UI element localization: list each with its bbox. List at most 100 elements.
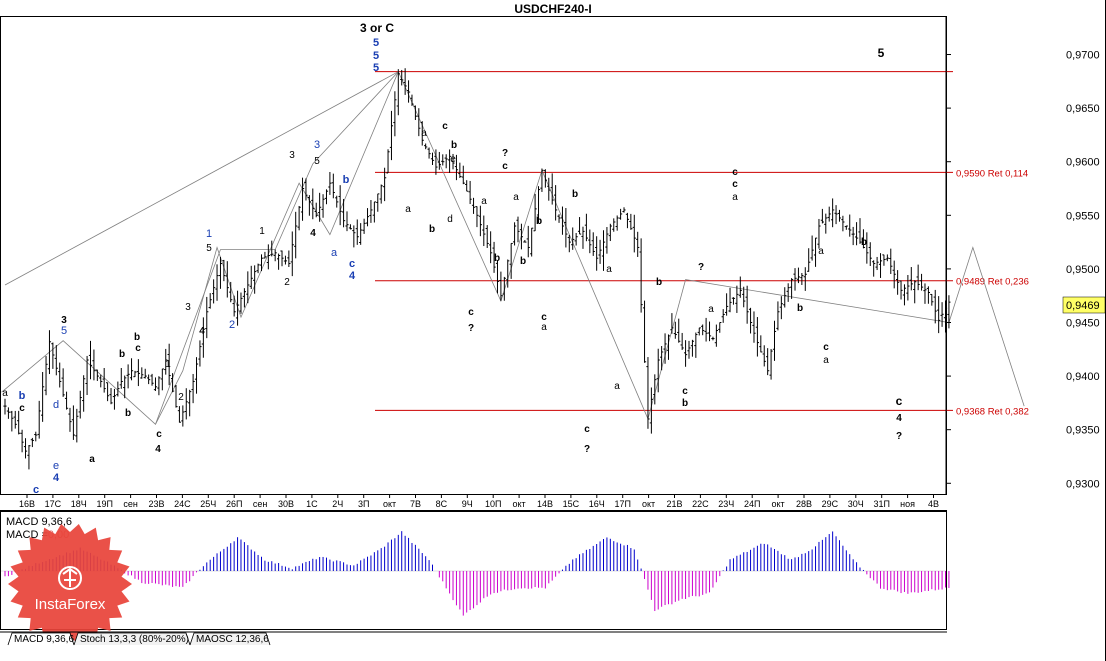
candle [892,260,896,289]
time-tick-label: 16Ч [589,499,605,509]
candle [868,242,872,267]
wave-label: c [584,424,590,435]
instaforex-watermark: InstaForex [8,524,132,645]
candle [451,153,455,170]
wave-label: 5 [373,37,379,49]
candle [660,346,664,371]
wave-label: b [797,303,803,314]
candle [933,289,937,324]
candle [913,280,917,304]
candle [718,321,722,333]
candle [831,198,835,228]
wave-label: c [135,343,141,354]
wave-label: c [442,121,448,132]
candle [735,285,739,313]
candle [75,408,79,443]
candle [683,340,688,367]
candle [492,241,496,273]
candle [379,184,383,204]
candle [403,68,407,95]
candle [277,253,281,270]
tab-stoch[interactable]: Stoch 13,3,3 (80%-20%) [73,632,191,646]
wave-label: 2 [178,392,184,403]
wave-label: a [421,128,427,139]
wave-label: b [19,390,26,402]
wave-label: 5 [314,156,320,167]
time-tick-label: 31П [873,499,889,509]
wave-label: 1 [259,226,265,237]
candle [906,274,910,301]
wave-label: 2 [284,277,290,288]
candle [742,286,746,308]
wave-label: e [450,154,456,165]
wave-label: c [732,179,738,190]
candle [687,340,691,359]
candle [324,189,329,205]
candle [666,334,671,360]
candle [410,94,414,106]
candle [201,317,205,358]
time-tick-label: 29С [822,499,839,509]
time-tick-label: 2Ч [332,499,343,509]
candle [574,232,578,246]
wave-label: b [572,189,578,200]
time-tick-label: 10П [485,499,501,509]
time-tick-label: ноя [900,499,915,509]
candle [796,267,801,284]
indicator-frame [0,511,947,630]
candle [294,211,298,259]
wave-label: d [447,214,453,225]
candle [95,369,99,381]
retracement-levels: 0,9590 Ret 0,114 0,9489 Ret 0,236 0,9368 R… [375,71,1029,417]
macd-value-prefix: MACD = [6,529,48,541]
candle [133,370,137,378]
candle [540,168,544,192]
candle [106,382,110,402]
wave-label: b [134,332,140,343]
candle [930,293,934,306]
candle [283,255,288,265]
candle [448,149,452,173]
time-tick-label: окт [772,499,785,509]
wave-label: a [818,246,824,257]
candle [478,205,482,237]
candle [557,214,561,223]
candle [803,267,807,291]
wave-label: b [536,216,542,227]
wave-label: c [468,307,474,318]
candle [263,251,267,259]
time-tick-label: окт [642,499,655,509]
candle [885,254,889,262]
wave-label: b [520,256,526,267]
candle [444,154,448,169]
tab-maosc[interactable]: MAOSC 12,36,6 [189,632,271,646]
candle [642,300,647,363]
candle [109,388,113,405]
candle [372,201,376,223]
wave-label: c [349,258,355,270]
tab-macd[interactable]: MACD 9,36,6 [7,632,74,646]
tab-macd-label: MACD 9,36,6 [14,634,74,645]
candle [872,260,876,277]
candle [68,407,72,432]
candle [348,224,353,230]
candlestick-series [3,68,951,470]
candle [495,260,500,294]
candle [365,208,370,227]
candle [136,359,140,387]
candle [266,244,270,270]
price-tick-label: 0,9700 [1066,50,1100,62]
candle [728,287,732,313]
candle [123,375,127,399]
candle [725,293,729,316]
candle [851,226,855,246]
candle [748,307,753,334]
candle [102,367,106,393]
candle [882,254,886,266]
price-tick-label: 0,9650 [1066,103,1100,115]
time-tick-label: окт [383,499,396,509]
candle [126,364,130,389]
candle [71,405,75,440]
wave-label: 4 [155,444,161,455]
